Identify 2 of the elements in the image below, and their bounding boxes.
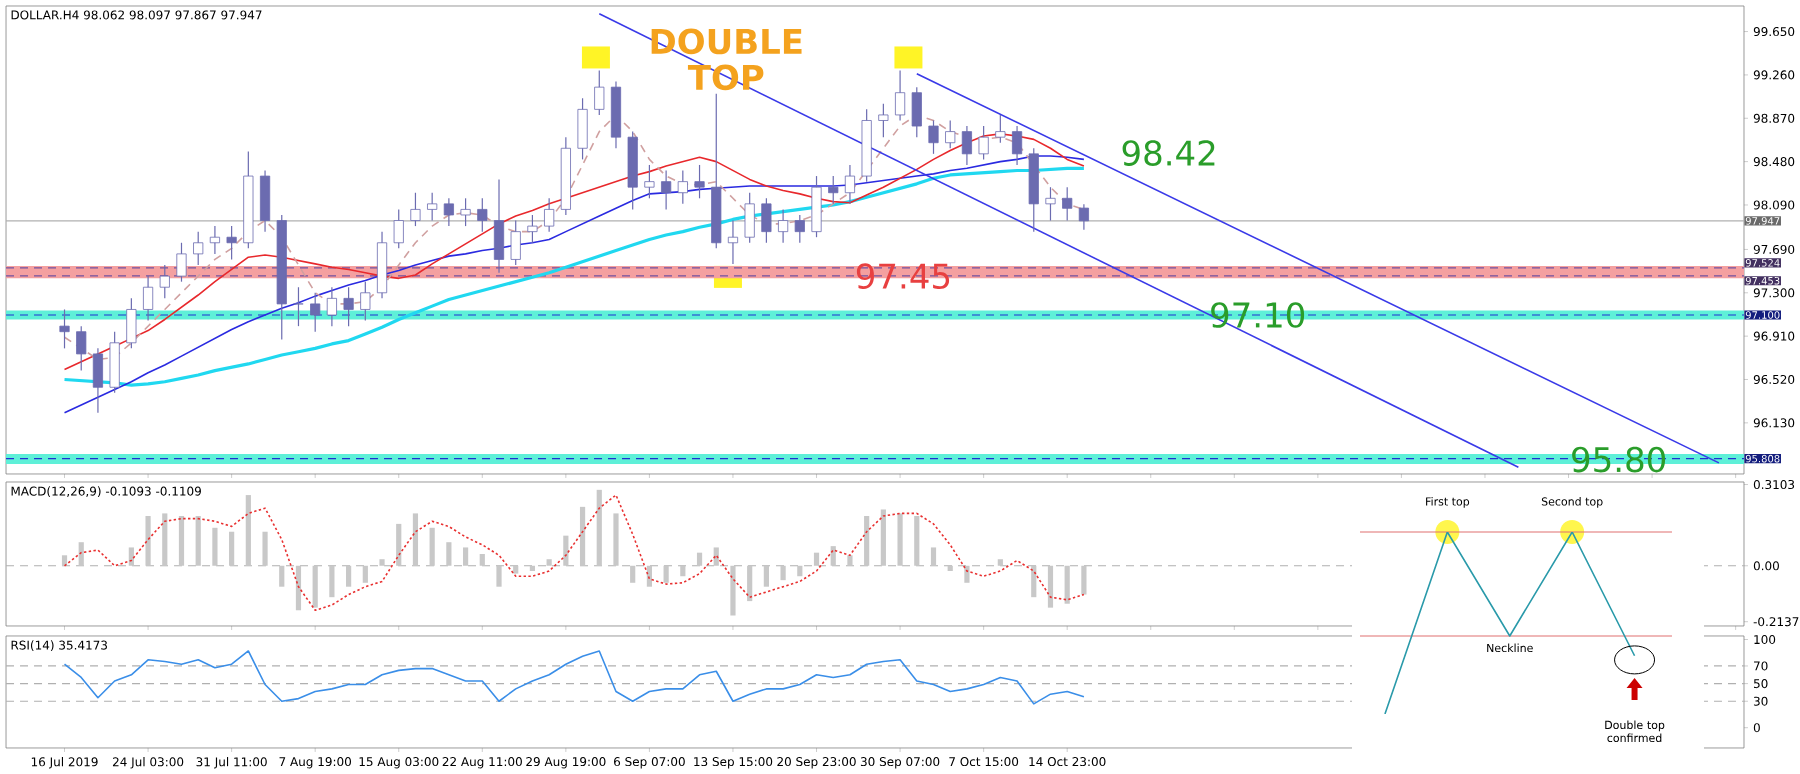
- annotation: 98.42: [1122, 140, 1215, 166]
- annotation: 97.45: [856, 263, 950, 289]
